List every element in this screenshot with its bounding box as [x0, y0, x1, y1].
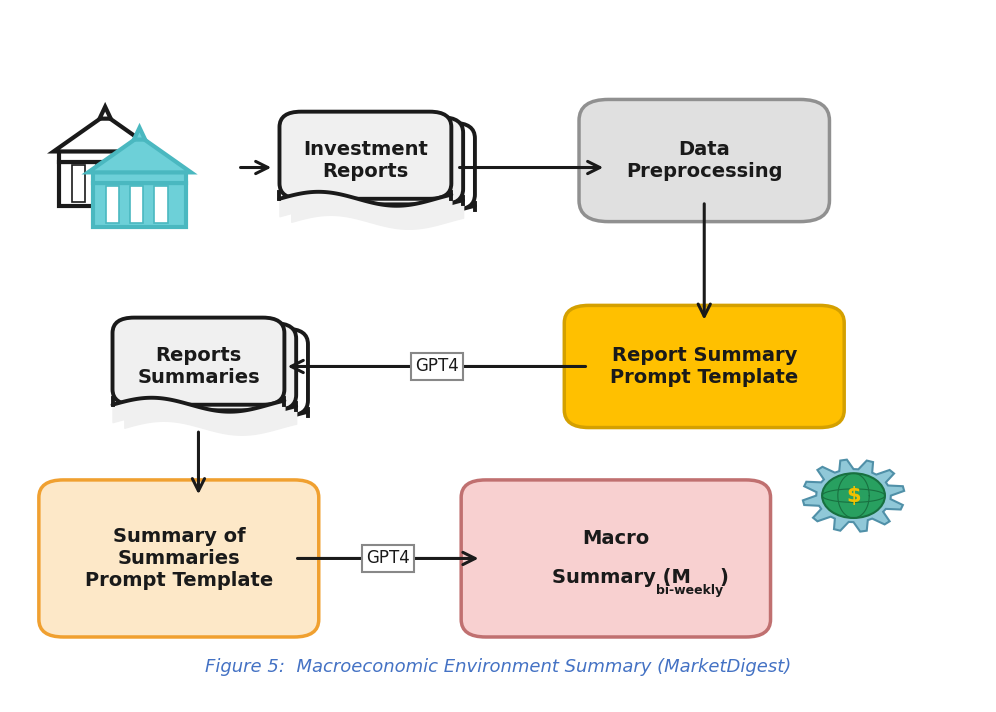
Text: Reports
Summaries: Reports Summaries [137, 346, 260, 387]
FancyBboxPatch shape [579, 100, 830, 221]
FancyBboxPatch shape [461, 480, 771, 637]
Polygon shape [100, 107, 111, 119]
Bar [96, 165, 109, 202]
Circle shape [822, 473, 885, 518]
Text: Figure 5:  Macroeconomic Environment Summary (MarketDigest): Figure 5: Macroeconomic Environment Summ… [205, 658, 791, 676]
Polygon shape [54, 115, 156, 152]
FancyBboxPatch shape [124, 323, 296, 410]
FancyBboxPatch shape [113, 318, 285, 404]
FancyBboxPatch shape [303, 123, 475, 210]
Polygon shape [88, 136, 191, 172]
Polygon shape [803, 460, 904, 532]
Polygon shape [133, 127, 145, 140]
Text: bi-weekly: bi-weekly [656, 584, 723, 597]
Bar [121, 165, 133, 202]
Bar [130, 187, 143, 224]
FancyBboxPatch shape [39, 480, 319, 637]
Bar [93, 172, 186, 183]
Text: Data
Preprocessing: Data Preprocessing [626, 140, 783, 181]
Circle shape [838, 484, 870, 507]
FancyBboxPatch shape [136, 329, 308, 416]
Text: Investment
Reports: Investment Reports [303, 140, 428, 181]
Text: GPT4: GPT4 [367, 550, 410, 567]
Text: Summary of
Summaries
Prompt Template: Summary of Summaries Prompt Template [85, 527, 273, 590]
FancyBboxPatch shape [280, 112, 451, 199]
Text: GPT4: GPT4 [414, 357, 458, 375]
Bar [59, 152, 151, 162]
Bar [106, 187, 119, 224]
Text: Report Summary
Prompt Template: Report Summary Prompt Template [611, 346, 799, 387]
Text: $: $ [847, 486, 861, 506]
Bar [72, 165, 85, 202]
Bar [59, 162, 151, 206]
FancyBboxPatch shape [291, 117, 463, 204]
Text: Macro: Macro [583, 530, 649, 548]
Bar [154, 187, 167, 224]
Text: ): ) [719, 568, 728, 587]
FancyBboxPatch shape [565, 305, 845, 428]
Text: Summary (M: Summary (M [552, 568, 691, 587]
Bar [93, 183, 186, 227]
